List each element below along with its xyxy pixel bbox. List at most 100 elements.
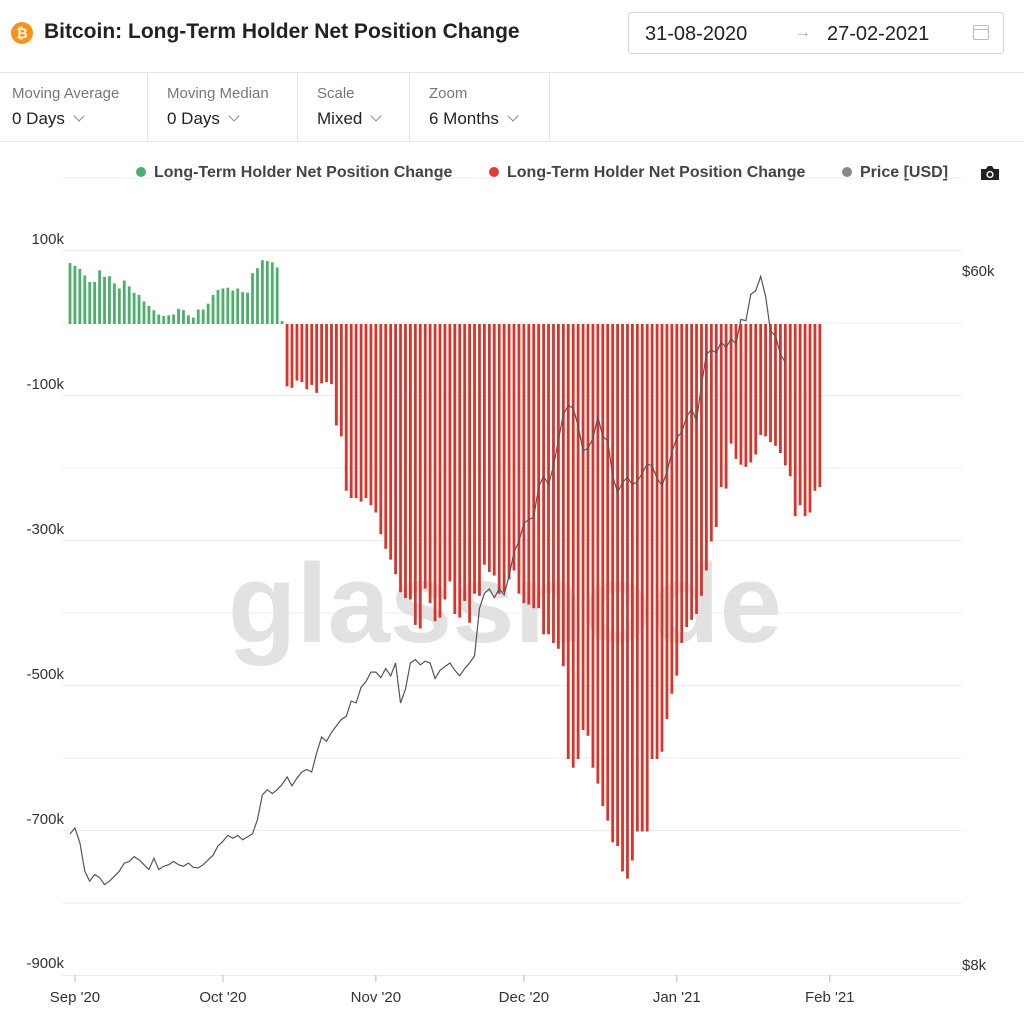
legend-item-price[interactable]: Price [USD] <box>842 164 948 182</box>
bar <box>73 266 77 324</box>
bar <box>631 324 634 861</box>
bar <box>502 324 506 593</box>
date-range-picker[interactable]: 31-08-2020 → 27-02-2021 <box>628 12 1004 54</box>
price-line-group <box>69 274 786 886</box>
bar <box>724 324 728 489</box>
date-from[interactable]: 31-08-2020 <box>645 23 748 45</box>
bar <box>88 281 92 324</box>
bar <box>719 324 723 488</box>
moving-average-value[interactable]: 0 Days <box>12 109 85 129</box>
legend-item-positive[interactable]: Long-Term Holder Net Position Change <box>136 164 452 182</box>
bar <box>177 308 180 324</box>
bar <box>443 324 447 600</box>
bar <box>640 324 644 832</box>
chart-legend: Long-Term Holder Net Position Change Lon… <box>0 164 1024 186</box>
bar <box>685 324 689 628</box>
bar <box>113 283 116 324</box>
arrow-right-icon: → <box>795 24 811 41</box>
bar <box>695 324 698 614</box>
scale-label: Scale <box>317 85 355 102</box>
bar <box>256 268 259 324</box>
bar <box>265 260 269 324</box>
bar <box>394 324 397 575</box>
x-axis: Sep '20 Oct '20 Nov '20 Dec '20 Jan '21 Feb '… <box>50 975 855 1006</box>
bar <box>231 290 235 324</box>
bar <box>404 324 407 599</box>
bar <box>413 324 417 625</box>
bar <box>290 324 294 388</box>
y-tick-label: -900k <box>26 955 64 972</box>
bar <box>783 324 787 466</box>
bar <box>601 324 605 807</box>
bar <box>734 324 738 459</box>
bar <box>196 309 200 324</box>
bar <box>793 324 797 517</box>
bar <box>428 324 432 604</box>
bar <box>236 288 240 324</box>
calendar-icon[interactable] <box>973 25 989 40</box>
zoom-label: Zoom <box>429 85 468 102</box>
chart-header: ₿ Bitcoin: Long-Term Holder Net Position… <box>0 0 1024 72</box>
bar <box>621 324 624 872</box>
bar <box>483 324 486 565</box>
moving-median-value[interactable]: 0 Days <box>167 109 240 129</box>
moving-median-select[interactable]: Moving Median 0 Days <box>148 73 298 141</box>
chart-controls: Moving Average 0 Days Moving Median 0 Da… <box>0 72 1024 142</box>
bar <box>492 324 496 576</box>
bar <box>221 288 225 324</box>
bar <box>167 315 171 324</box>
bar <box>379 324 383 535</box>
bar <box>211 295 215 324</box>
gridlines <box>62 177 962 976</box>
moving-average-select[interactable]: Moving Average 0 Days <box>0 73 148 141</box>
bar <box>571 324 575 768</box>
bar <box>438 324 442 618</box>
bar <box>98 270 101 324</box>
bar <box>132 292 136 324</box>
camera-icon[interactable] <box>979 165 1001 181</box>
bar <box>522 324 526 604</box>
bar <box>650 324 654 759</box>
y-tick-label: 100k <box>31 231 64 248</box>
zoom-value[interactable]: 6 Months <box>429 109 519 129</box>
bar <box>729 324 733 444</box>
x-tick-label: Feb '21 <box>805 989 855 1006</box>
scale-value[interactable]: Mixed <box>317 109 383 129</box>
y-tick-label: -100k <box>26 376 64 393</box>
bar <box>818 324 822 488</box>
bar <box>68 263 72 324</box>
bar <box>754 324 758 455</box>
bar <box>769 324 772 443</box>
bar <box>359 324 363 502</box>
legend-item-negative[interactable]: Long-Term Holder Net Position Change <box>489 164 805 182</box>
scale-select[interactable]: Scale Mixed <box>298 73 410 141</box>
bar <box>616 324 619 846</box>
bar <box>557 324 560 649</box>
bar <box>660 324 664 752</box>
y2-tick-label: $8k <box>962 957 987 974</box>
bar <box>147 305 151 325</box>
bar <box>418 324 422 629</box>
bar <box>507 324 511 580</box>
bar <box>759 324 763 435</box>
date-to[interactable]: 27-02-2021 <box>827 23 930 45</box>
bar <box>749 324 753 463</box>
bar <box>705 324 708 571</box>
bar <box>690 324 693 620</box>
bar <box>246 292 249 324</box>
bar <box>364 324 368 498</box>
bar <box>295 324 299 381</box>
bar <box>206 303 210 324</box>
chart-title: Bitcoin: Long-Term Holder Net Position C… <box>44 20 520 43</box>
bar <box>83 275 87 324</box>
bitcoin-icon: ₿ <box>11 22 33 44</box>
bar <box>709 324 713 542</box>
legend-dot <box>489 167 499 177</box>
zoom-select[interactable]: Zoom 6 Months <box>410 73 550 141</box>
bar <box>384 324 388 549</box>
bar <box>335 324 338 426</box>
bar <box>478 324 481 596</box>
bar <box>675 324 679 676</box>
bar <box>803 324 807 517</box>
